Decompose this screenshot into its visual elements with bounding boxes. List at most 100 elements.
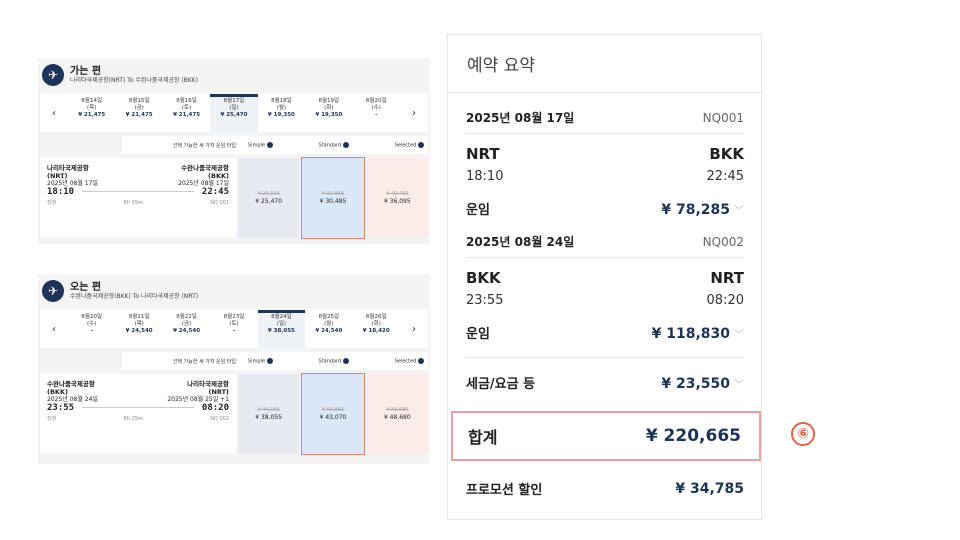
origin-code: (NRT)	[47, 172, 68, 180]
date-tab[interactable]: 8월20일 (수) -	[365, 98, 387, 118]
fare-selected[interactable]: ¥ 56,680 ¥ 48,680	[366, 374, 428, 454]
outbound-flight-card: 나리타국제공항 수완나품국제공항 (NRT) (BKK) 2025년 08월 17일…	[40, 158, 236, 238]
fare-type-simple: Simple	[248, 141, 273, 148]
inbound-flight-number: NQ002	[702, 234, 744, 249]
fare-type-standard: Standard	[319, 357, 349, 364]
info-icon[interactable]	[342, 357, 349, 364]
outbound-header: ✈ 가는 편 나리타국제공항(NRT) To 수완나품국제공항 (BKK)	[40, 60, 428, 90]
inbound-fare-value: ¥ 118,830	[651, 326, 730, 342]
inbound-origin: BKK	[466, 269, 501, 287]
date-tab[interactable]: 8월26일 (화) ¥ 18,420	[362, 314, 390, 334]
flight-duration: 6h 25m	[123, 416, 143, 422]
tax-label: 세금/요금 등	[466, 377, 536, 392]
flight-duration: 6h 35m	[123, 200, 143, 206]
fare-standard-selected[interactable]: ¥ 31,850 ¥ 30,485	[301, 157, 365, 239]
total-value: ¥ 220,665	[645, 426, 741, 446]
chevron-down-icon[interactable]: ﹀	[734, 206, 744, 217]
destination-code: (NRT)	[208, 388, 229, 396]
arrival-date: 2025년 08월 25일 +1	[167, 396, 229, 403]
date-tab[interactable]: 8월20일 (수) -	[81, 314, 103, 334]
inbound-fare-options: ¥ 44,160 ¥ 38,055 ¥ 55,865 ¥ 43,070 ¥ 56,6…	[238, 373, 428, 455]
inbound-fare-row[interactable]: 운임 ¥ 118,830 ﹀	[466, 323, 744, 342]
date-tab[interactable]: 8월25일 (월) ¥ 24,540	[315, 314, 343, 334]
date-tab[interactable]: 8월18일 (월) ¥ 19,350	[267, 98, 295, 118]
info-icon[interactable]	[266, 357, 273, 364]
tax-row[interactable]: 세금/요금 등 ¥ 23,550 ﹀	[466, 373, 744, 392]
departure-time: 18:10	[47, 187, 75, 197]
outbound-arrival-time: 22:45	[706, 169, 744, 184]
outbound-fare-options: ¥ 25,190 ¥ 25,470 ¥ 31,850 ¥ 30,485 ¥ 40,4…	[238, 157, 428, 239]
date-tab-selected[interactable]: 8월24일 (일) ¥ 38,055	[257, 310, 306, 348]
outbound-fare-value: ¥ 78,285	[661, 202, 730, 218]
booking-summary: 예약 요약 2025년 08월 17일 NQ001 NRT BKK 18:10 22:…	[447, 34, 762, 520]
divider	[466, 257, 744, 258]
flight-number: NQ 001	[210, 200, 229, 206]
departure-date: 2025년 08월 17일	[47, 180, 98, 187]
chevron-down-icon[interactable]: ﹀	[734, 330, 744, 341]
outbound-flight-number: NQ001	[702, 110, 744, 125]
outbound-date: 2025년 08월 17일	[466, 111, 575, 125]
plane-departure-icon: ✈	[42, 64, 64, 86]
route-line	[82, 407, 194, 408]
inbound-route: 수완나품국제공항(BKK) To 나리타국제공항 (NRT)	[70, 292, 199, 300]
inbound-arrival-time: 08:20	[706, 293, 744, 308]
origin-airport: 나리타국제공항	[47, 164, 89, 172]
flight-type: 직항	[47, 200, 57, 206]
fare-type-selected: Selected	[395, 141, 424, 148]
date-tab[interactable]: 8월21일 (목) ¥ 24,540	[125, 314, 153, 334]
fare-standard-selected[interactable]: ¥ 55,865 ¥ 43,070	[301, 373, 365, 455]
date-tab[interactable]: 8월23일 (토) -	[223, 314, 245, 334]
destination-code: (BKK)	[208, 172, 229, 180]
info-icon[interactable]	[417, 141, 424, 148]
fare-types-label: 선택 가능한 세 가지 운임 타입	[172, 358, 236, 365]
next-dates-button[interactable]: ›	[411, 323, 416, 335]
chevron-down-icon[interactable]: ﹀	[734, 380, 744, 391]
outbound-title: 가는 편	[70, 65, 102, 77]
date-tab[interactable]: 8월15일 (금) ¥ 21,475	[125, 98, 153, 118]
arrival-time: 22:45	[201, 187, 229, 197]
outbound-panel: ✈ 가는 편 나리타국제공항(NRT) To 수완나품국제공항 (BKK) ‹ …	[38, 58, 430, 244]
fare-type-selected: Selected	[395, 357, 424, 364]
fare-type-legend: 선택 가능한 세 가지 운임 타입 Simple Standard Select…	[122, 136, 428, 154]
date-tab[interactable]: 8월16일 (토) ¥ 21,475	[173, 98, 201, 118]
flight-number: NQ 002	[210, 416, 229, 422]
date-tab[interactable]: 8월14일 (목) ¥ 21,475	[78, 98, 106, 118]
total-row-highlight: 합계 ¥ 220,665	[451, 411, 761, 461]
origin-code: (BKK)	[47, 388, 68, 396]
outbound-destination: BKK	[709, 145, 744, 163]
route-line	[82, 191, 194, 192]
fare-simple[interactable]: ¥ 44,160 ¥ 38,055	[238, 374, 300, 454]
info-icon[interactable]	[417, 357, 424, 364]
inbound-destination: NRT	[710, 269, 744, 287]
fare-type-standard: Standard	[319, 141, 349, 148]
fare-selected[interactable]: ¥ 40,450 ¥ 36,095	[366, 158, 428, 238]
date-tab[interactable]: 8월19일 (화) ¥ 19,350	[315, 98, 343, 118]
date-tab[interactable]: 8월22일 (금) ¥ 24,540	[173, 314, 201, 334]
annotation-number-badge: ⑥	[791, 422, 815, 446]
inbound-header: ✈ 오는 편 수완나품국제공항(BKK) To 나리타국제공항 (NRT)	[40, 276, 428, 306]
total-label: 합계	[468, 428, 498, 447]
prev-dates-button[interactable]: ‹	[52, 107, 56, 119]
next-dates-button[interactable]: ›	[411, 107, 416, 119]
prev-dates-button[interactable]: ‹	[52, 323, 56, 335]
divider	[466, 357, 744, 358]
info-icon[interactable]	[342, 141, 349, 148]
destination-airport: 나리타국제공항	[187, 380, 229, 388]
destination-airport: 수완나품국제공항	[181, 164, 229, 172]
outbound-route: 나리타국제공항(NRT) To 수완나품국제공항 (BKK)	[70, 76, 199, 84]
date-tab-selected[interactable]: 8월17일 (일) ¥ 25,470	[210, 94, 258, 132]
divider	[466, 133, 744, 134]
inbound-date-selector: ‹ 8월20일 (수) - 8월21일 (목) ¥ 24,540 8월22일 (금) ¥ 2…	[40, 310, 428, 348]
inbound-fare-label: 운임	[466, 327, 490, 342]
inbound-title: 오는 편	[70, 281, 102, 293]
outbound-origin: NRT	[466, 145, 500, 163]
outbound-fare-row[interactable]: 운임 ¥ 78,285 ﹀	[466, 199, 744, 218]
fare-simple[interactable]: ¥ 25,190 ¥ 25,470	[238, 158, 300, 238]
info-icon[interactable]	[266, 141, 273, 148]
fare-types-label: 선택 가능한 세 가지 운임 타입	[172, 142, 236, 149]
outbound-departure-time: 18:10	[466, 169, 504, 184]
departure-date: 2025년 08월 24일	[47, 396, 98, 403]
tax-value: ¥ 23,550	[661, 376, 730, 392]
plane-arrival-icon: ✈	[42, 280, 64, 302]
inbound-panel: ✈ 오는 편 수완나품국제공항(BKK) To 나리타국제공항 (NRT) ‹ …	[38, 274, 430, 464]
